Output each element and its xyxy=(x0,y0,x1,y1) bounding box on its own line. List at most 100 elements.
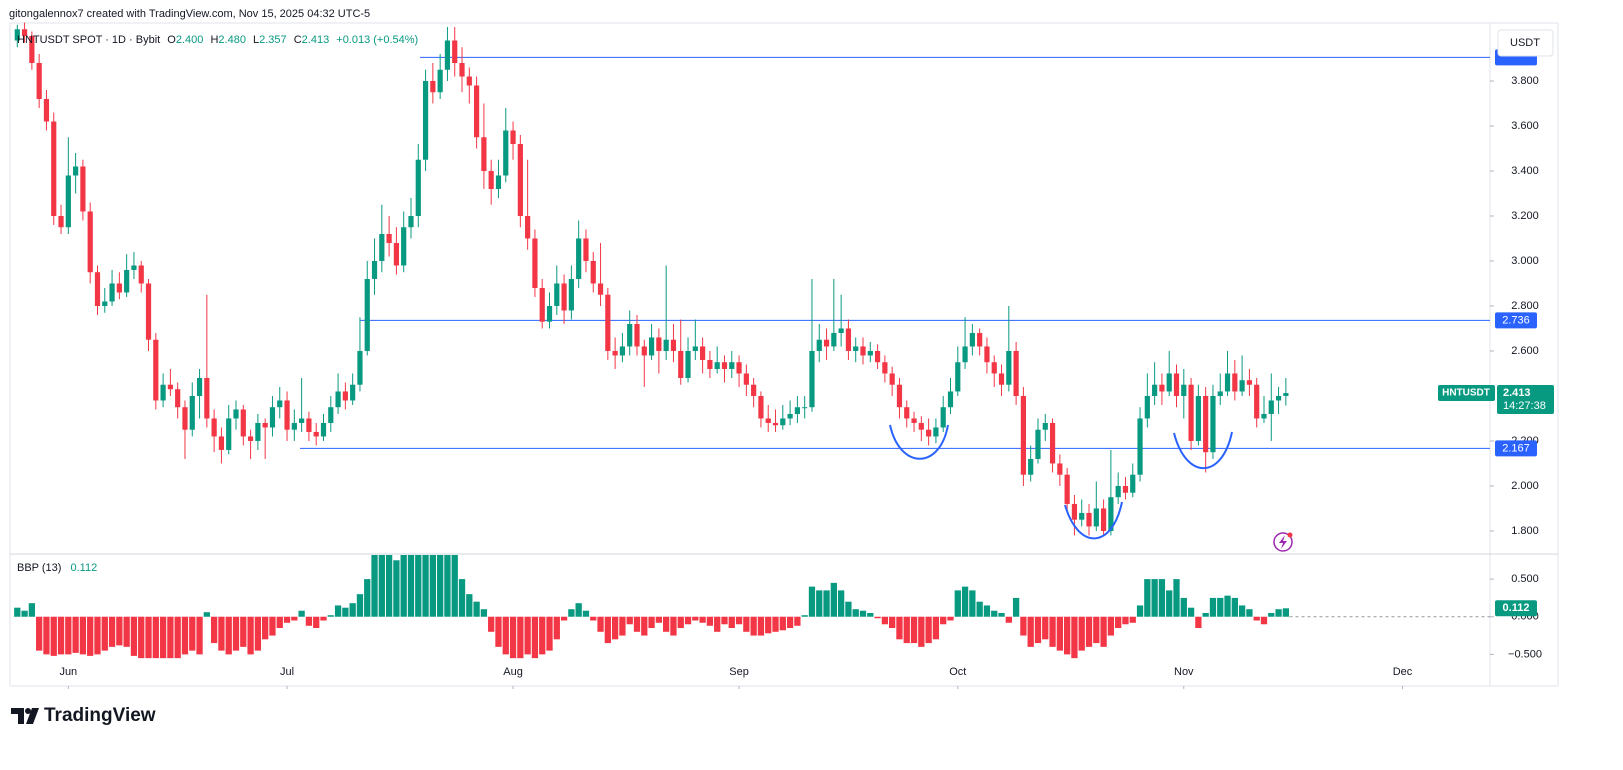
bbp-bar xyxy=(1115,616,1122,629)
symbol-label: HNTUSDT xyxy=(1442,388,1490,399)
bbp-bar xyxy=(539,616,546,655)
bbp-bar xyxy=(1187,607,1195,617)
bbp-bar xyxy=(757,616,765,636)
candle-body xyxy=(313,431,319,437)
bbp-bar xyxy=(218,616,225,651)
bbp-bar xyxy=(991,610,998,617)
candle-body xyxy=(167,384,173,390)
bbp-bar xyxy=(1282,608,1290,617)
bbp-bar xyxy=(859,610,867,617)
candle-body xyxy=(43,98,50,122)
bbp-bar xyxy=(619,616,626,636)
candle-body xyxy=(488,170,494,189)
candle-body xyxy=(109,283,115,302)
bbp-bar xyxy=(560,616,568,621)
bbp-bar xyxy=(407,555,415,617)
bbp-bar xyxy=(889,616,896,629)
bbp-bar xyxy=(488,616,495,632)
bbp-bar xyxy=(940,616,947,625)
bbp-bar xyxy=(189,616,196,651)
bbp-bar xyxy=(262,616,269,640)
candle-body xyxy=(29,35,35,63)
candle-body xyxy=(947,391,954,408)
candle-body xyxy=(627,323,633,347)
bbp-bar xyxy=(225,616,232,655)
level-label-box xyxy=(1495,440,1537,457)
candle-body xyxy=(853,346,859,351)
bbp-bar xyxy=(677,616,684,629)
candle-body xyxy=(124,269,130,293)
candle-body xyxy=(160,384,166,401)
bbp-bar xyxy=(1071,616,1078,659)
bbp-bar xyxy=(1158,579,1166,617)
bbp-bar xyxy=(983,605,991,617)
candle-body xyxy=(131,265,137,270)
candle-body xyxy=(1224,373,1231,392)
candle-body xyxy=(546,305,553,322)
currency-label[interactable]: USDT xyxy=(1510,37,1540,49)
bbp-bar xyxy=(1217,597,1224,617)
chart-frame xyxy=(9,22,1559,687)
x-tick-label: Oct xyxy=(949,666,966,678)
bbp-bar xyxy=(932,616,940,640)
bbp-bar xyxy=(320,616,327,621)
candle-body xyxy=(102,301,108,306)
bbp-bar xyxy=(925,616,932,644)
bbp-bar xyxy=(721,616,728,625)
bbp-bar xyxy=(765,616,772,634)
candle-body xyxy=(269,407,276,428)
candle-body xyxy=(240,409,246,437)
bbp-bar xyxy=(976,601,983,617)
bbp-bar xyxy=(210,616,218,644)
bbp-bar xyxy=(152,616,159,659)
candle-body xyxy=(1217,391,1223,396)
bbp-bar xyxy=(349,603,356,617)
candle-body xyxy=(437,69,443,93)
candle-body xyxy=(1137,418,1143,475)
candle-body xyxy=(867,350,873,356)
bbp-bar xyxy=(670,616,677,636)
candle-body xyxy=(386,233,392,243)
bbp-bar xyxy=(1027,616,1034,647)
bbp-bar xyxy=(495,616,502,647)
candle-body xyxy=(1210,395,1216,453)
x-tick-label: Dec xyxy=(1393,666,1413,678)
bbp-bar xyxy=(823,590,830,617)
bbp-bar xyxy=(837,590,845,617)
candle-body xyxy=(320,422,327,437)
bbp-bar xyxy=(1042,616,1049,640)
currency-button[interactable]: USDT xyxy=(1497,29,1554,57)
candle-body xyxy=(116,283,122,293)
alert-icon[interactable] xyxy=(1273,532,1293,552)
candle-body xyxy=(539,287,545,322)
legend: HNTUSDT SPOT · 1D · Bybit O2.400 H2.480 … xyxy=(17,34,418,574)
bbp-bar xyxy=(735,616,743,625)
candle-body xyxy=(1115,485,1121,498)
candle-body xyxy=(247,436,254,441)
bbp-bar xyxy=(1093,616,1100,644)
candle-body xyxy=(36,62,42,99)
bbp-bar xyxy=(954,590,961,617)
bbp-bar xyxy=(1085,616,1093,647)
bbp-bar xyxy=(72,616,79,653)
candle-body xyxy=(291,422,297,430)
candle-body xyxy=(1064,474,1070,504)
candle-body xyxy=(1152,384,1158,396)
bbp-bar xyxy=(830,582,837,617)
bbp-bar xyxy=(240,616,247,647)
y-tick-label: 3.200 xyxy=(1511,210,1539,222)
indicator-value-label: 0.112 xyxy=(1503,602,1530,614)
x-tick-label: Nov xyxy=(1174,666,1194,678)
bbp-bar xyxy=(1034,616,1042,644)
candle-body xyxy=(204,377,210,419)
y-tick-label: 3.600 xyxy=(1511,120,1539,132)
candle-body xyxy=(1246,380,1253,385)
candle-body xyxy=(605,294,611,351)
candle-body xyxy=(335,391,341,408)
bbp-bar xyxy=(298,610,305,617)
bbp-bar xyxy=(1202,612,1209,617)
candle-body xyxy=(619,346,626,356)
last-price: 2.413 xyxy=(1503,387,1531,399)
y-tick-label: 3.000 xyxy=(1511,255,1539,267)
bbp-bar xyxy=(94,616,101,655)
